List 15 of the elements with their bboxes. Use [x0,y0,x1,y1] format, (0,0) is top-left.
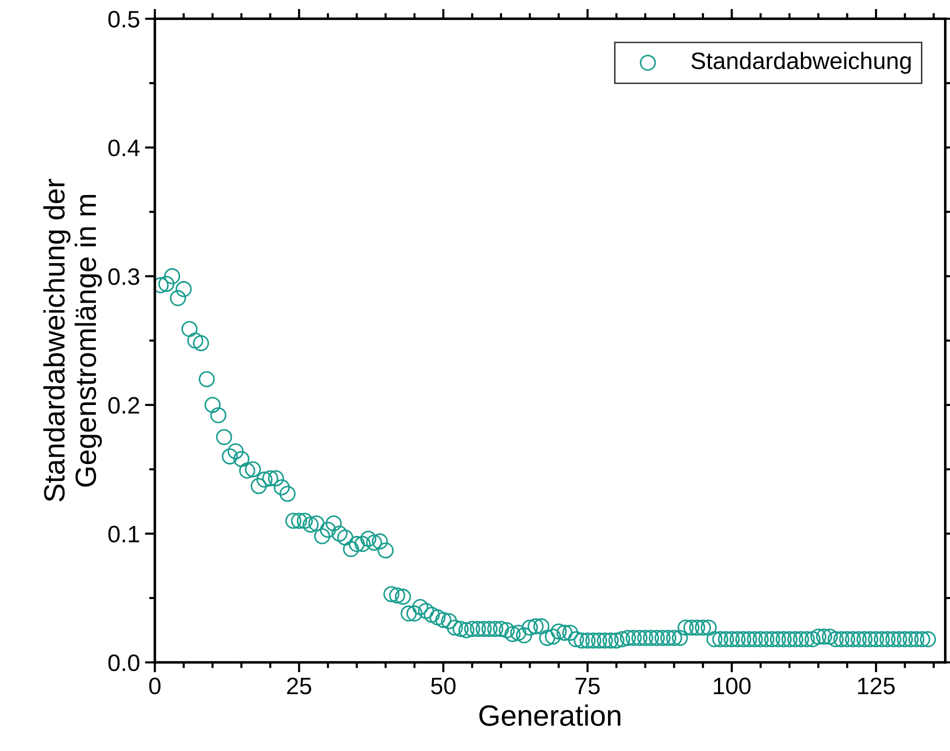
y-axis-title: Standardabweichung der Gegenstromlänge in m [43,178,102,502]
x-axis-title: Generation [479,704,620,726]
x-tick-label: 125 [858,678,895,694]
y-tick-label: 0.0 [108,654,140,672]
x-tick-label: 0 [149,678,160,694]
y-tick-label: 0.4 [108,140,140,156]
y-tick-label: 0.2 [108,397,140,414]
x-tick-label: 50 [431,678,456,694]
legend-label: Standardabweichung [691,52,911,74]
y-tick-label: 0.3 [108,268,140,286]
y-tick-label: 0.1 [108,526,140,542]
x-tick-label: 100 [714,678,751,694]
x-tick-label: 75 [576,678,600,694]
x-tick-label: 25 [287,678,312,694]
y-tick-label: 0.5 [108,10,140,28]
